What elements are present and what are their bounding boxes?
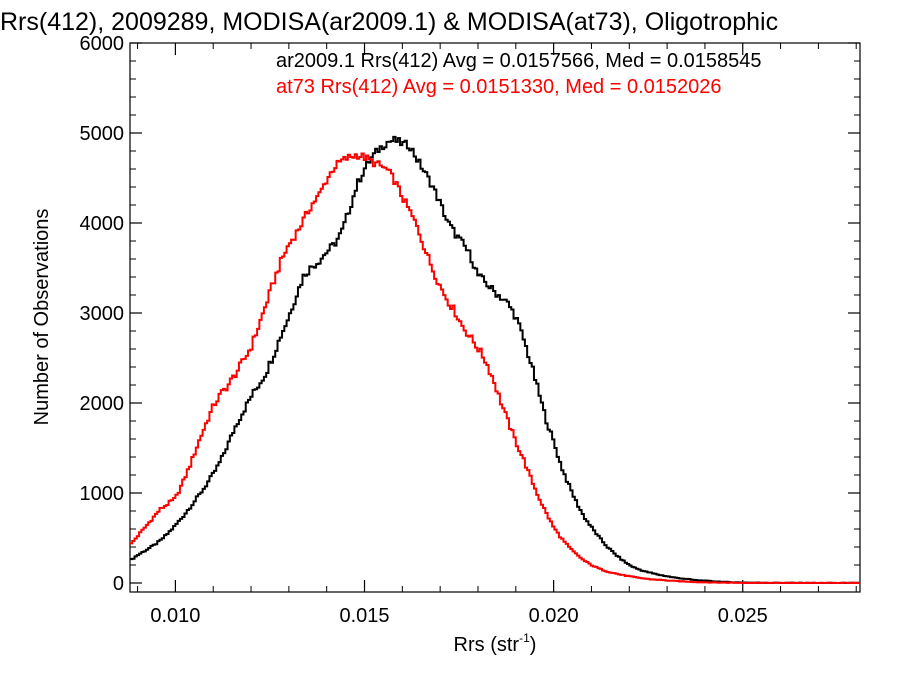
legend-entry-at73: at73 Rrs(412) Avg = 0.0151330, Med = 0.0…: [276, 76, 722, 98]
y-tick-label: 6000: [80, 33, 125, 55]
y-tick-label: 5000: [80, 123, 125, 145]
y-tick-label: 2000: [80, 393, 125, 415]
y-tick-label: 4000: [80, 213, 125, 235]
x-tick-labels: 0.010 0.015 0.020 0.025: [150, 605, 767, 627]
x-axis-label-main: Rrs (str: [454, 634, 520, 656]
series-line-ar2009.1: [130, 135, 860, 584]
x-axis-label-close: ): [530, 634, 537, 656]
x-tick-label: 0.025: [718, 605, 768, 627]
plot-frame: [129, 42, 861, 593]
axis-ticks: [130, 42, 860, 592]
x-tick-label: 0.015: [339, 605, 389, 627]
series-line-at73: [130, 152, 860, 584]
y-tick-label: 0: [113, 573, 124, 595]
x-axis-label-superscript: -1: [519, 631, 530, 645]
y-tick-label: 3000: [80, 303, 125, 325]
x-tick-label: 0.020: [529, 605, 579, 627]
x-axis-label: Rrs (str-1): [454, 631, 537, 656]
y-tick-label: 1000: [80, 483, 125, 505]
legend-entry-ar2009: ar2009.1 Rrs(412) Avg = 0.0157566, Med =…: [276, 50, 762, 72]
y-tick-labels: 0 1000 2000 3000 4000 5000 6000: [80, 33, 125, 595]
x-tick-label: 0.010: [150, 605, 200, 627]
chart-title: Rrs(412), 2009289, MODISA(ar2009.1) & MO…: [0, 8, 778, 36]
series-lines: [130, 135, 860, 584]
y-axis-label: Number of Observations: [31, 209, 53, 426]
